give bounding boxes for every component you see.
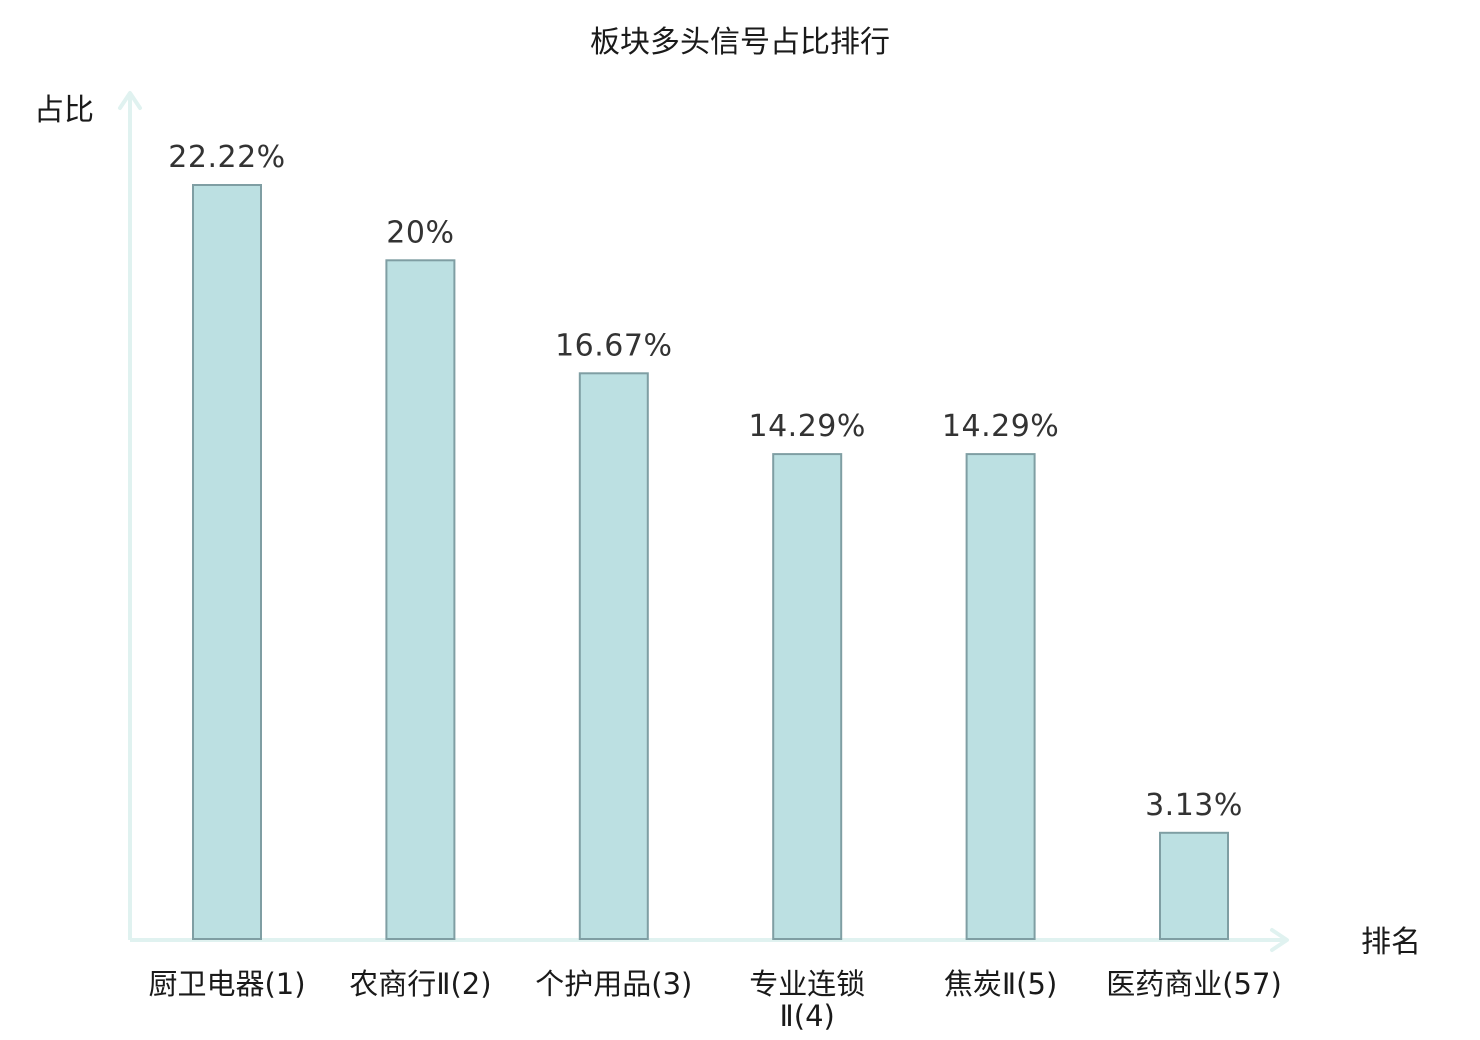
y-axis-label: 占比 <box>34 93 94 128</box>
y-axis-arrow-icon <box>118 91 142 110</box>
value-label-1: 22.22% <box>168 140 285 175</box>
value-labels-group: 22.22% 20% 16.67% 14.29% 14.29% 3.13% <box>168 140 1243 823</box>
axes <box>118 91 1289 952</box>
tick-label-4-line-2: Ⅱ(4) <box>780 999 835 1033</box>
value-label-3: 16.67% <box>555 328 672 363</box>
bar-1 <box>192 184 262 940</box>
tick-label-3: 个护用品(3) <box>535 967 692 1001</box>
bar-3 <box>578 372 649 940</box>
value-label-2: 20% <box>386 215 454 250</box>
tick-label-2: 农商行Ⅱ(2) <box>349 967 491 1001</box>
bar-5 <box>965 453 1036 940</box>
value-label-5: 14.29% <box>942 409 1059 444</box>
x-axis-arrow-icon <box>1270 928 1289 952</box>
bars-group <box>192 184 1229 940</box>
tick-label-6: 医药商业(57) <box>1106 967 1282 1001</box>
chart-title: 板块多头信号占比排行 <box>590 25 890 60</box>
x-axis-label: 排名 <box>1361 925 1421 960</box>
tick-label-1: 厨卫电器(1) <box>148 967 305 1001</box>
tick-label-4-line-1: 专业连锁 <box>749 967 865 1001</box>
value-label-4: 14.29% <box>749 409 866 444</box>
value-label-6: 3.13% <box>1145 788 1243 823</box>
tick-label-5: 焦炭Ⅱ(5) <box>944 967 1057 1001</box>
bar-4 <box>772 453 843 940</box>
bar-6 <box>1159 831 1229 940</box>
bar-2 <box>385 259 456 940</box>
